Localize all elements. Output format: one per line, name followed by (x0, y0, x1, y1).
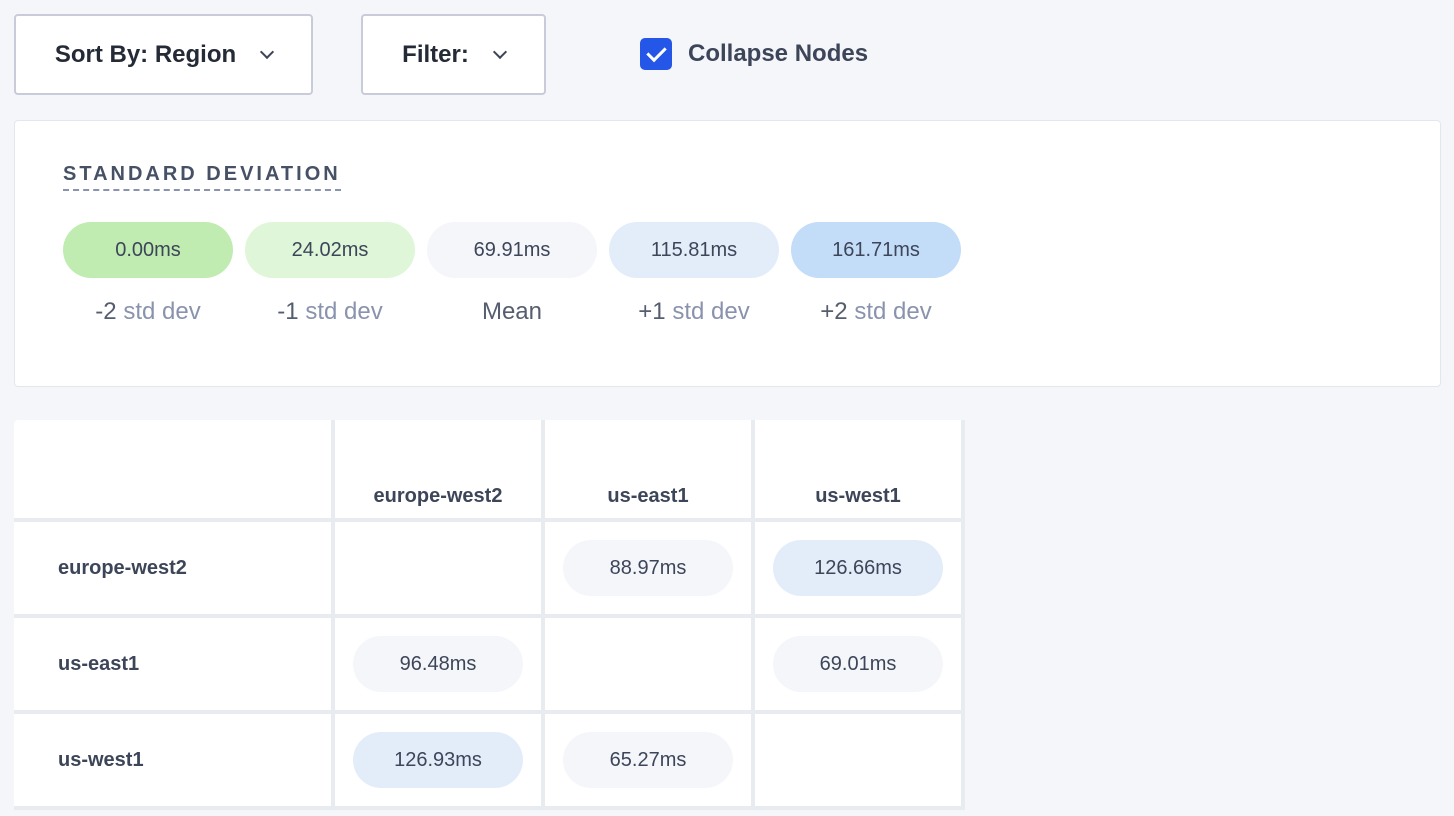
sort-by-dropdown[interactable]: Sort By: Region (14, 14, 313, 95)
legend-label: Mean (482, 298, 542, 326)
legend-pill: 115.81ms (609, 222, 779, 278)
latency-pill: 96.48ms (353, 636, 523, 692)
legend-item: 24.02ms -1 std dev (245, 222, 415, 326)
legend-pill: 24.02ms (245, 222, 415, 278)
std-dev-title: STANDARD DEVIATION (63, 163, 341, 191)
legend-sign: -2 (95, 298, 117, 325)
table-row: europe-west2 88.97ms 126.66ms (14, 518, 965, 618)
latency-pill: 126.66ms (773, 540, 943, 596)
latency-cell: 96.48ms (331, 614, 545, 714)
legend-label: +2 std dev (820, 298, 931, 326)
legend-sign: +1 (638, 298, 666, 325)
legend-unit: std dev (854, 298, 932, 325)
legend-pill: 0.00ms (63, 222, 233, 278)
legend-sign: Mean (481, 298, 543, 325)
legend-item: 115.81ms +1 std dev (609, 222, 779, 326)
table-row: us-west1 126.93ms 65.27ms (14, 710, 965, 810)
std-dev-card: STANDARD DEVIATION 0.00ms -2 std dev 24.02… (14, 120, 1441, 387)
chevron-down-icon (492, 44, 507, 59)
latency-cell: 126.93ms (331, 710, 545, 810)
sort-label: Sort By: Region (54, 40, 237, 68)
latency-pill: 65.27ms (563, 732, 733, 788)
legend-item: 69.91ms Mean (427, 222, 597, 326)
table-row: us-east1 96.48ms 69.01ms (14, 614, 965, 714)
column-header: us-east1 (541, 420, 755, 522)
latency-matrix: europe-west2 us-east1 us-west1 europe-west2… (14, 420, 965, 810)
row-header: us-west1 (14, 710, 335, 810)
column-header: europe-west2 (331, 420, 545, 522)
empty-cell (751, 710, 965, 810)
legend-item: 161.71ms +2 std dev (791, 222, 961, 326)
collapse-nodes-toggle[interactable]: Collapse Nodes (640, 38, 868, 70)
column-header: us-west1 (751, 420, 965, 522)
legend-label: -2 std dev (95, 298, 200, 326)
row-header: us-east1 (14, 614, 335, 714)
legend-pill: 161.71ms (791, 222, 961, 278)
latency-cell: 88.97ms (541, 518, 755, 618)
latency-pill: 69.01ms (773, 636, 943, 692)
empty-cell (541, 614, 755, 714)
chevron-down-icon (260, 44, 275, 59)
legend-pill: 69.91ms (427, 222, 597, 278)
latency-pill: 126.93ms (353, 732, 523, 788)
row-header: europe-west2 (14, 518, 335, 618)
legend-sign: +2 (820, 298, 848, 325)
std-dev-legend: 0.00ms -2 std dev 24.02ms -1 std dev 69.91ms… (63, 222, 961, 326)
filter-dropdown[interactable]: Filter: (361, 14, 546, 95)
legend-unit: std dev (123, 298, 201, 325)
legend-unit: std dev (672, 298, 750, 325)
empty-cell (331, 518, 545, 618)
filter-label: Filter: (402, 40, 469, 68)
latency-pill: 88.97ms (563, 540, 733, 596)
legend-label: -1 std dev (277, 298, 382, 326)
legend-unit: std dev (305, 298, 383, 325)
corner-cell (14, 420, 335, 522)
collapse-nodes-label: Collapse Nodes (688, 40, 869, 67)
latency-cell: 126.66ms (751, 518, 965, 618)
legend-label: +1 std dev (638, 298, 749, 326)
legend-item: 0.00ms -2 std dev (63, 222, 233, 326)
legend-sign: -1 (277, 298, 299, 325)
header-row: europe-west2 us-east1 us-west1 (14, 420, 965, 522)
latency-cell: 69.01ms (751, 614, 965, 714)
collapse-nodes-checkbox[interactable] (640, 38, 672, 70)
latency-cell: 65.27ms (541, 710, 755, 810)
